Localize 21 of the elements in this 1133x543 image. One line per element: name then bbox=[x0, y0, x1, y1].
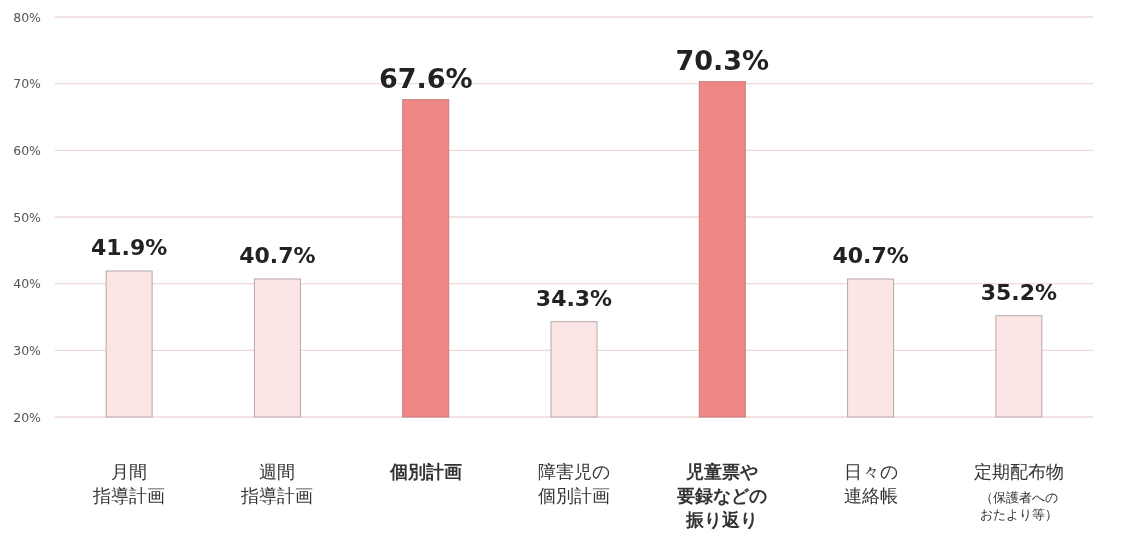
x-tick-label: 定期配布物（保護者へのおたより等） bbox=[973, 461, 1064, 522]
data-label: 40.7% bbox=[832, 243, 909, 268]
y-tick-label: 40% bbox=[13, 276, 42, 292]
y-tick-label: 30% bbox=[13, 342, 42, 358]
data-label: 35.2% bbox=[980, 279, 1058, 305]
data-label: 34.3% bbox=[535, 285, 613, 311]
x-tick-label: 児童票や要録などの振り返り bbox=[676, 461, 768, 530]
data-label: 67.6% bbox=[378, 62, 473, 94]
x-tick-label: 月間指導計画 bbox=[92, 461, 166, 506]
data-label: 70.3% bbox=[675, 44, 770, 76]
x-tick-label: 日々の連絡帳 bbox=[843, 461, 898, 506]
data-label: 41.9% bbox=[90, 235, 168, 260]
y-tick-label: 70% bbox=[13, 76, 42, 92]
x-tick-label: 障害児の個別計画 bbox=[538, 461, 610, 506]
y-tick-label: 20% bbox=[13, 409, 42, 425]
data-label: 40.7% bbox=[239, 243, 316, 268]
y-tick-label: 80% bbox=[13, 9, 42, 25]
x-tick-label: 個別計画 bbox=[388, 461, 462, 482]
y-tick-label: 50% bbox=[13, 209, 42, 225]
x-tick-label: 週間指導計画 bbox=[240, 461, 314, 506]
y-tick-label: 60% bbox=[13, 142, 42, 158]
